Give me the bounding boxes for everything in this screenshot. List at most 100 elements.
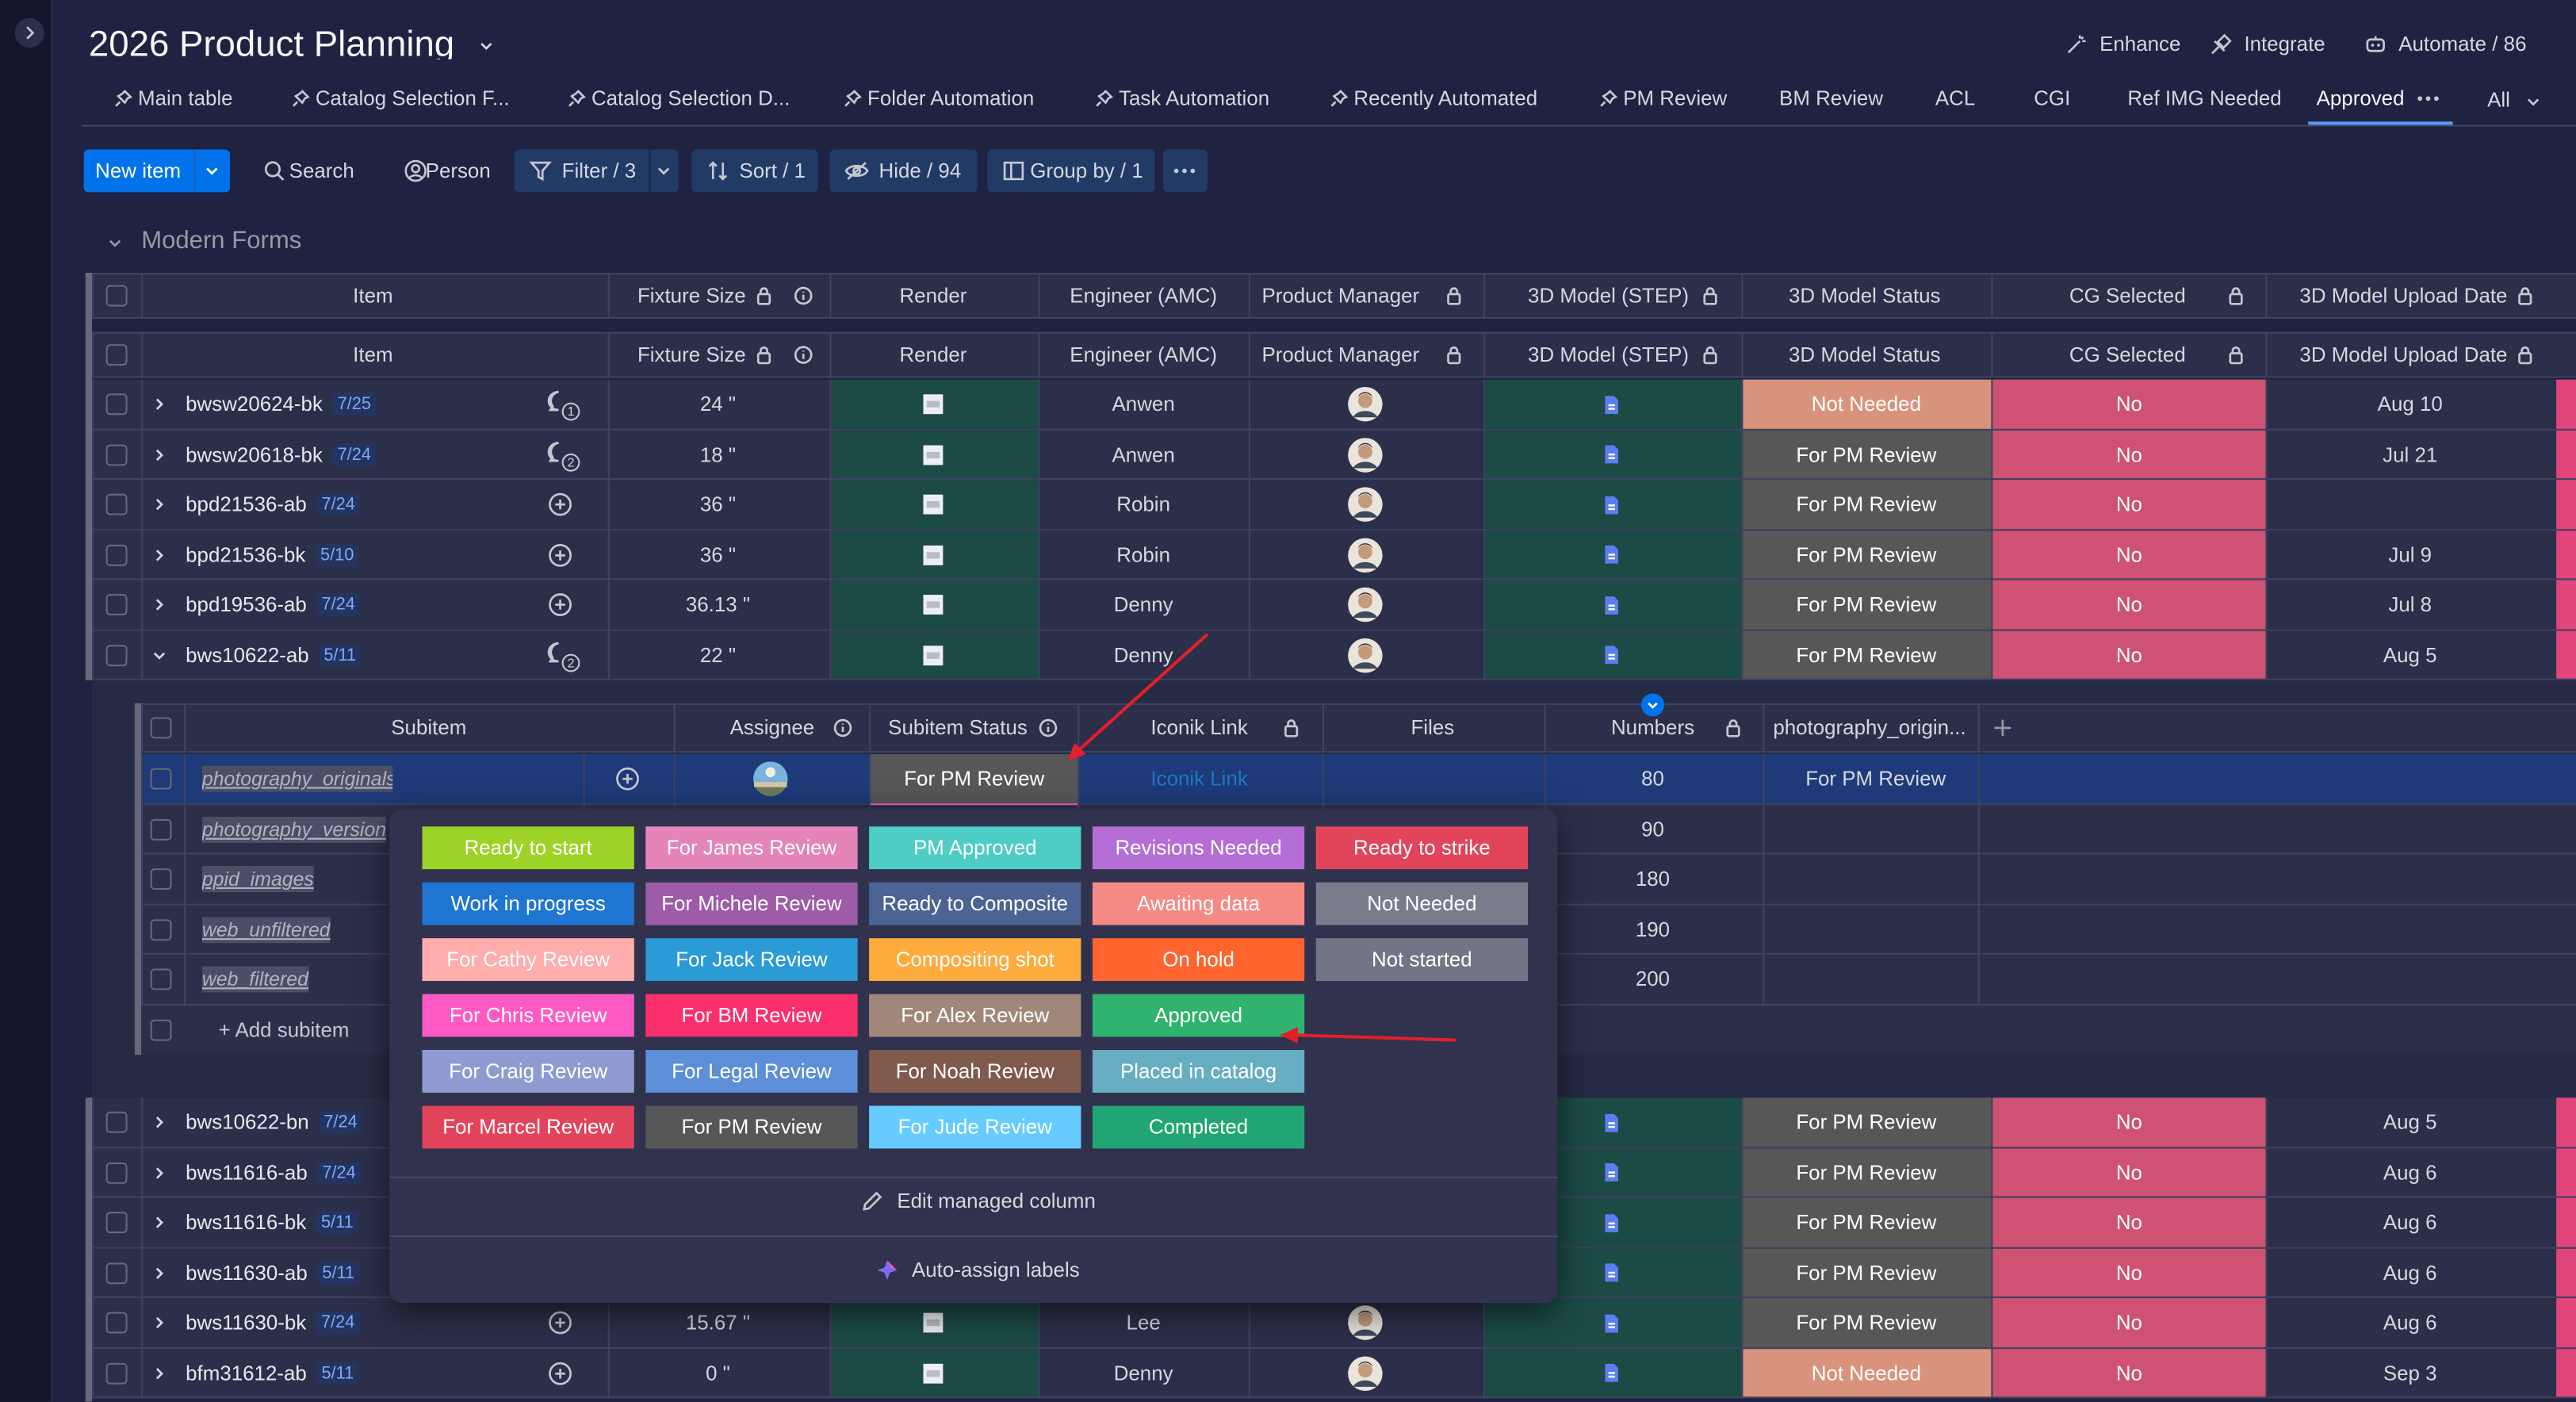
view-tab[interactable]: Catalog Selection F... <box>315 86 510 110</box>
iconik-link[interactable]: Iconik Link <box>1150 768 1248 791</box>
model-file[interactable] <box>1603 1112 1620 1133</box>
expand-chevron[interactable] <box>151 647 168 664</box>
subitem-name[interactable]: photography_version <box>201 816 387 843</box>
edit-managed-column[interactable]: Edit managed column <box>897 1189 1096 1213</box>
expand-chevron[interactable] <box>151 1265 168 1281</box>
header-action[interactable]: Integrate <box>2244 33 2325 56</box>
subitem-name[interactable]: ppid_images <box>201 866 314 893</box>
header-action[interactable]: Enhance <box>2099 33 2181 56</box>
row-checkbox[interactable] <box>105 1212 128 1235</box>
status-cell[interactable] <box>1743 530 1992 579</box>
auto-assign-labels[interactable]: Auto-assign labels <box>911 1258 1080 1282</box>
row-checkbox[interactable] <box>105 1111 128 1134</box>
expand-chevron[interactable] <box>151 597 168 614</box>
row-checkbox[interactable] <box>150 968 173 991</box>
status-cell[interactable] <box>1743 379 1992 428</box>
status-option[interactable]: Approved <box>1092 994 1305 1037</box>
model-file[interactable] <box>1603 544 1620 565</box>
item-name[interactable]: bwsw20618-bk <box>186 442 323 466</box>
row-checkbox[interactable] <box>105 1262 128 1285</box>
status-option[interactable]: For Jack Review <box>645 938 858 982</box>
model-file[interactable] <box>1603 645 1620 666</box>
status-option[interactable]: Not Needed <box>1315 882 1529 925</box>
updates-icon[interactable] <box>545 641 575 667</box>
item-name[interactable]: bfm31612-ab <box>186 1362 307 1385</box>
cg-cell[interactable] <box>1992 480 2266 529</box>
status-option[interactable]: For PM Review <box>645 1105 858 1149</box>
toolbar-button[interactable]: Filter / 3 <box>561 159 637 182</box>
status-option[interactable]: Ready to Composite <box>869 882 1081 925</box>
status-option[interactable]: Revisions Needed <box>1092 826 1305 870</box>
title-chevron[interactable] <box>478 38 495 55</box>
view-tab[interactable]: Catalog Selection D... <box>591 86 790 110</box>
status-option[interactable]: For Alex Review <box>869 994 1081 1037</box>
cg-cell[interactable] <box>1992 630 2266 679</box>
status-option[interactable]: For Jude Review <box>869 1105 1081 1149</box>
row-checkbox[interactable] <box>105 493 128 516</box>
add-update-icon[interactable] <box>547 492 573 518</box>
row-checkbox[interactable] <box>150 818 173 841</box>
cg-cell[interactable] <box>1992 379 2266 428</box>
status-cell[interactable] <box>1743 1097 1992 1147</box>
row-checkbox[interactable] <box>105 1312 128 1335</box>
cg-cell[interactable] <box>1992 530 2266 579</box>
cg-cell[interactable] <box>1992 580 2266 629</box>
subitem-name[interactable]: web_unfiltered <box>201 916 331 943</box>
toolbar-more[interactable] <box>1173 167 1196 174</box>
subitem-name[interactable]: web_filtered <box>201 966 308 994</box>
status-cell[interactable] <box>1743 1247 1992 1297</box>
rail-toggle[interactable] <box>13 17 46 49</box>
row-checkbox[interactable] <box>105 443 128 466</box>
item-name[interactable]: bws10622-ab <box>186 643 309 667</box>
model-file[interactable] <box>1603 1362 1620 1384</box>
status-cell[interactable] <box>1743 1147 1992 1197</box>
status-option[interactable]: Placed in catalog <box>1092 1050 1305 1093</box>
updates-icon[interactable] <box>545 440 575 466</box>
model-file[interactable] <box>1603 595 1620 616</box>
row-checkbox[interactable] <box>105 393 128 416</box>
row-checkbox[interactable] <box>105 1362 128 1385</box>
cg-cell[interactable] <box>1992 1348 2266 1397</box>
view-tab[interactable]: Folder Automation <box>867 86 1035 110</box>
model-file[interactable] <box>1603 1212 1620 1234</box>
cg-cell[interactable] <box>1992 1197 2266 1247</box>
row-checkbox[interactable] <box>105 644 128 667</box>
header-action[interactable]: Automate / 86 <box>2398 33 2527 56</box>
header-checkbox[interactable] <box>105 284 128 307</box>
expand-chevron[interactable] <box>151 396 168 413</box>
expand-chevron[interactable] <box>151 1215 168 1232</box>
row-checkbox[interactable] <box>105 543 128 566</box>
model-file[interactable] <box>1603 494 1620 515</box>
view-tab[interactable]: Task Automation <box>1119 86 1270 110</box>
cg-cell[interactable] <box>1992 429 2266 478</box>
row-checkbox[interactable] <box>105 1161 128 1184</box>
status-cell[interactable] <box>1743 580 1992 629</box>
status-cell[interactable] <box>1743 1197 1992 1247</box>
status-cell[interactable] <box>1743 1297 1992 1347</box>
row-checkbox[interactable] <box>150 768 173 791</box>
status-option[interactable]: For Craig Review <box>422 1050 634 1093</box>
toolbar-button-bg[interactable] <box>829 149 978 193</box>
status-option[interactable]: For Noah Review <box>869 1050 1081 1093</box>
item-name[interactable]: bpd21536-bk <box>186 543 306 567</box>
view-tab[interactable]: Ref IMG Needed <box>2127 86 2282 110</box>
item-name[interactable]: bws11616-bk <box>186 1211 307 1235</box>
status-cell[interactable] <box>1743 630 1992 679</box>
view-tab[interactable]: PM Review <box>1623 86 1728 110</box>
toolbar-button[interactable]: Sort / 1 <box>739 159 806 182</box>
status-option[interactable]: Work in progress <box>422 882 634 925</box>
new-item-button[interactable] <box>83 149 231 193</box>
header-checkbox[interactable] <box>150 716 173 739</box>
add-update-icon[interactable] <box>547 592 573 618</box>
subitem-name[interactable]: photography_originals <box>201 766 393 793</box>
status-option[interactable]: For Marcel Review <box>422 1105 634 1149</box>
status-option[interactable]: Not started <box>1315 938 1529 982</box>
status-cell[interactable] <box>1743 480 1992 529</box>
status-option[interactable]: Awaiting data <box>1092 882 1305 925</box>
view-tab[interactable]: All <box>2487 88 2510 112</box>
toolbar-button[interactable]: Hide / 94 <box>878 159 962 182</box>
status-option[interactable]: Ready to start <box>422 826 634 870</box>
item-name[interactable]: bws11616-ab <box>186 1161 308 1185</box>
group-chevron[interactable] <box>107 235 124 251</box>
view-tab[interactable]: CGI <box>2034 86 2071 110</box>
